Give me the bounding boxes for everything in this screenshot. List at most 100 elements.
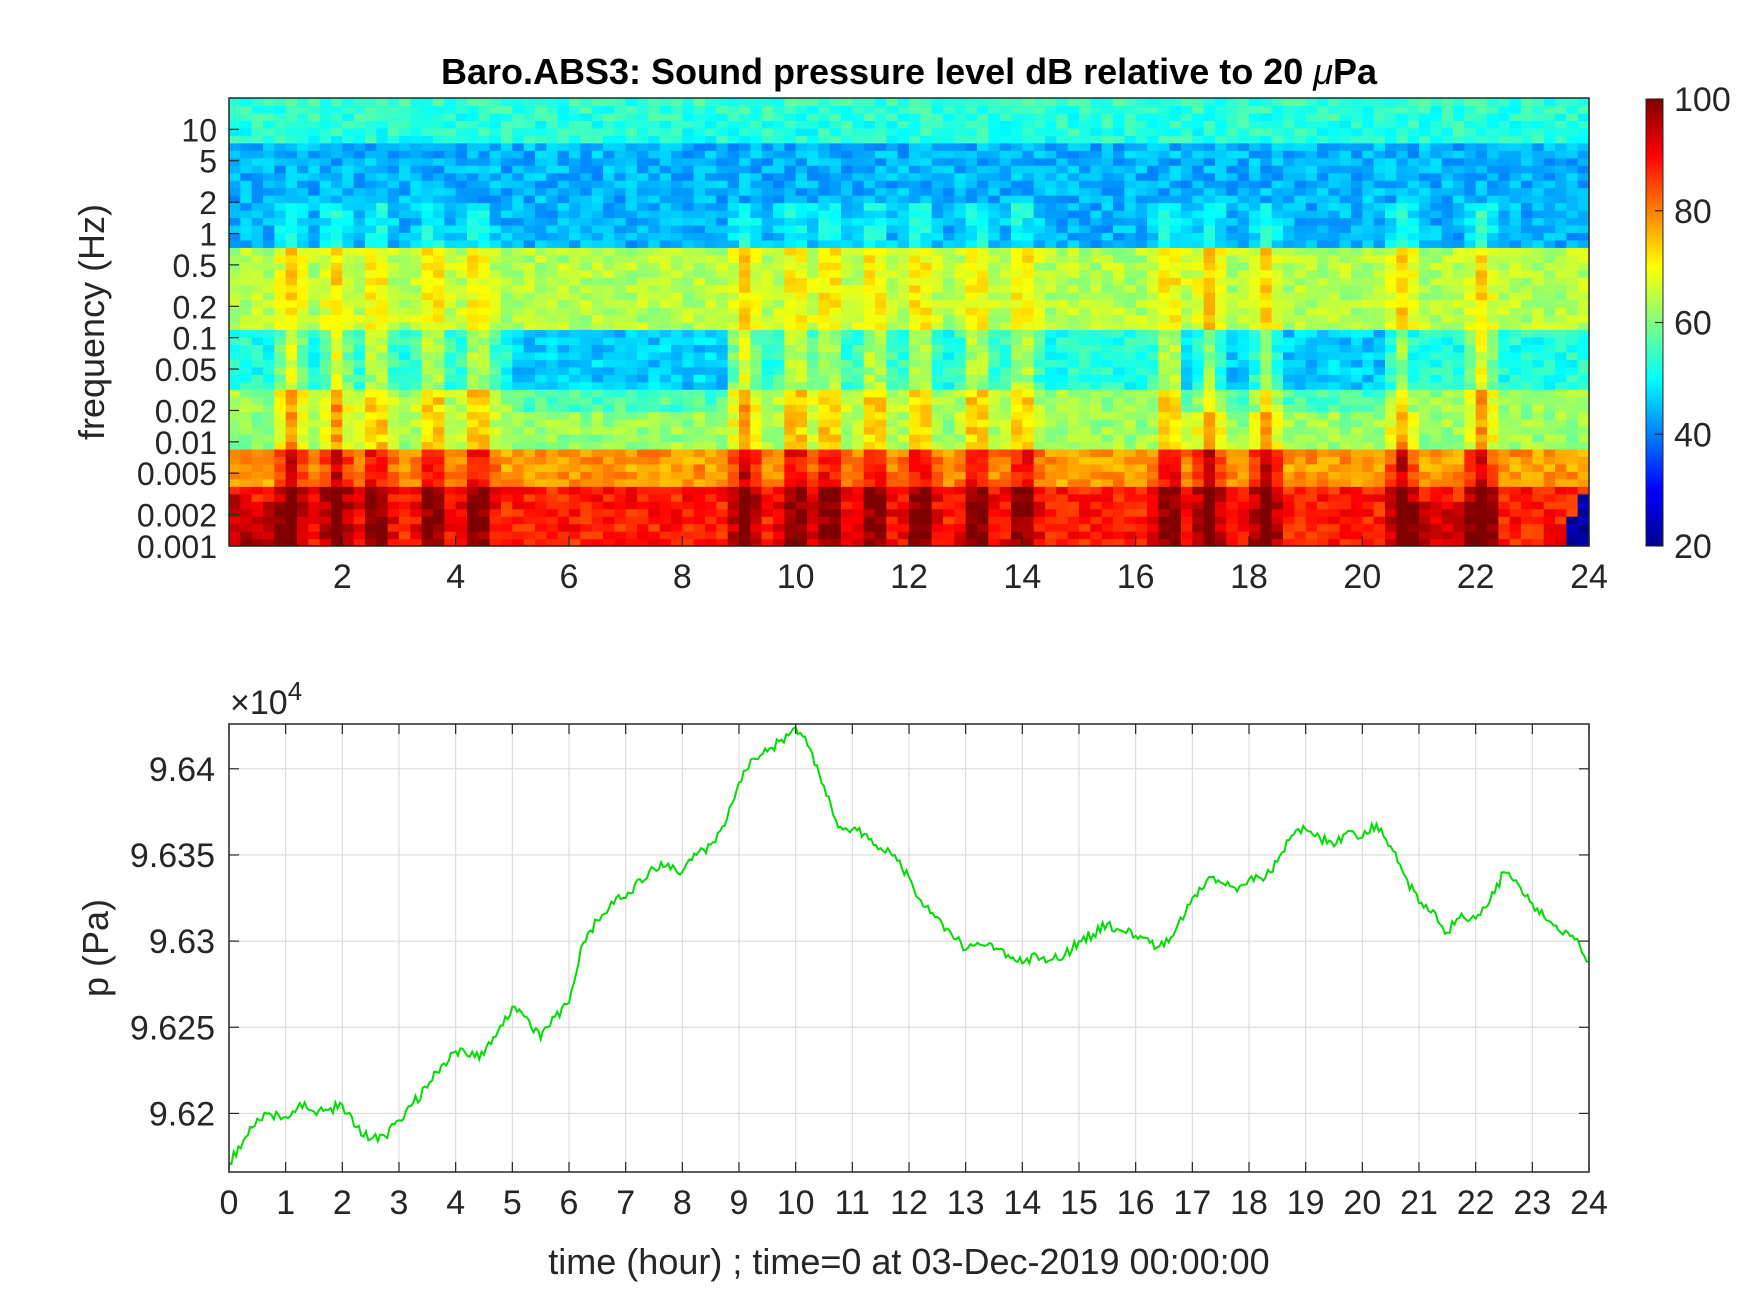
spectrogram-cell	[1067, 284, 1080, 293]
spectrogram-cell	[455, 344, 468, 353]
spectrogram-cell	[376, 404, 389, 413]
spectrogram-cell	[931, 478, 944, 487]
spectrogram-cell	[285, 359, 298, 368]
spectrogram-cell	[818, 292, 831, 301]
spectrogram-cell	[342, 359, 355, 368]
spectrogram-cell	[818, 232, 831, 241]
spectrogram-cell	[557, 538, 570, 547]
spectrogram-cell	[965, 254, 978, 263]
spectrogram-cell	[535, 531, 547, 540]
spectrogram-cell	[716, 269, 729, 278]
spectrogram-cell	[886, 292, 899, 301]
spectrogram-cell	[920, 359, 933, 368]
spectrogram-cell	[297, 135, 309, 144]
spectrogram-cell	[523, 419, 536, 428]
spectrogram-cell	[433, 150, 445, 159]
spectrogram-cell	[977, 329, 989, 338]
spectrogram-cell	[682, 441, 695, 450]
spectrogram-cell	[773, 232, 785, 241]
spectrogram-cell	[410, 448, 423, 457]
spectrogram-cell	[365, 150, 377, 159]
spectrogram-cell	[1135, 142, 1148, 151]
spectrogram-cell	[863, 351, 876, 360]
spectrogram-cell	[807, 531, 819, 540]
spectrogram-cell	[648, 493, 661, 502]
spectrogram-cell	[387, 351, 400, 360]
spectrogram-cell	[886, 299, 899, 308]
spectrogram-cell	[421, 359, 434, 368]
spectrogram-cell	[1079, 374, 1091, 383]
spectrogram-cell	[648, 344, 661, 353]
spectrogram-cell	[614, 523, 627, 532]
spectrogram-cell	[1169, 448, 1182, 457]
spectrogram-cell	[1101, 359, 1114, 368]
spectrogram-cell	[671, 508, 683, 517]
spectrogram-cell	[251, 232, 264, 241]
spectrogram-cell	[965, 336, 978, 345]
spectrogram-cell	[569, 426, 581, 435]
spectrogram-cell	[818, 336, 831, 345]
spectrogram-cell	[376, 217, 389, 226]
spectrogram-cell	[285, 307, 298, 316]
spectrogram-cell	[659, 210, 672, 219]
spectrogram-cell	[795, 292, 808, 301]
spectrogram-cell	[546, 150, 559, 159]
spectrogram-cell	[1056, 210, 1069, 219]
spectrogram-cell	[546, 426, 559, 435]
spectrogram-cell	[682, 195, 695, 204]
spectrogram-cell	[852, 277, 865, 286]
spectrogram-cell	[251, 366, 264, 375]
spectrogram-cell	[750, 105, 763, 114]
spectrogram-cell	[535, 269, 547, 278]
spectrogram-cell	[501, 381, 513, 390]
spectrogram-cell	[795, 262, 808, 271]
spectrogram-cell	[705, 456, 717, 465]
spectrogram-cell	[1011, 157, 1023, 166]
spectrogram-cell	[285, 411, 298, 420]
spectrogram-cell	[603, 120, 615, 129]
spectrogram-cell	[739, 463, 751, 472]
spectrogram-cell	[1090, 351, 1103, 360]
spectrogram-cell	[1056, 127, 1069, 136]
spectrogram-cell	[773, 501, 785, 510]
spectrogram-cell	[274, 396, 287, 405]
spectrogram-cell	[410, 501, 423, 510]
spectrogram-cell	[1056, 374, 1069, 383]
spectrogram-cell	[795, 493, 808, 502]
spectrogram-cell	[1147, 434, 1159, 443]
spectrogram-cell	[671, 135, 683, 144]
spectrogram-cell	[591, 165, 604, 174]
spectrogram-cell	[365, 434, 377, 443]
spectrogram-cell	[603, 195, 615, 204]
spectrogram-cell	[750, 501, 763, 510]
spectrogram-cell	[954, 142, 967, 151]
spectrogram-cell	[591, 120, 604, 129]
spectrogram-cell	[297, 359, 309, 368]
spectrogram-cell	[954, 389, 967, 398]
spectrogram-cell	[478, 419, 491, 428]
spectrogram-cell	[421, 172, 434, 181]
spectrogram-cell	[1147, 501, 1159, 510]
spectrogram-cell	[478, 135, 491, 144]
spectrogram-cell	[739, 142, 751, 151]
spectrogram-cell	[546, 210, 559, 219]
spectrogram-cell	[569, 456, 581, 465]
spectrogram-cell	[342, 381, 355, 390]
spectrogram-cell	[1101, 381, 1114, 390]
spectrogram-cell	[365, 396, 377, 405]
spectrogram-cell	[897, 501, 910, 510]
spectrogram-cell	[353, 329, 366, 338]
spectrogram-cell	[376, 112, 389, 121]
spectrogram-cell	[421, 187, 434, 196]
spectrogram-cell	[1056, 135, 1069, 144]
spectrogram-cell	[625, 441, 638, 450]
spectrogram-cell	[977, 187, 989, 196]
spectrogram-cell	[274, 105, 287, 114]
spectrogram-cell	[705, 195, 717, 204]
spectrogram-cell	[773, 135, 785, 144]
spectrogram-cell	[263, 314, 275, 323]
spectrogram-cell	[716, 411, 729, 420]
spectrogram-cell	[478, 531, 491, 540]
spectrogram-cell	[875, 396, 887, 405]
spectrogram-cell	[999, 112, 1012, 121]
